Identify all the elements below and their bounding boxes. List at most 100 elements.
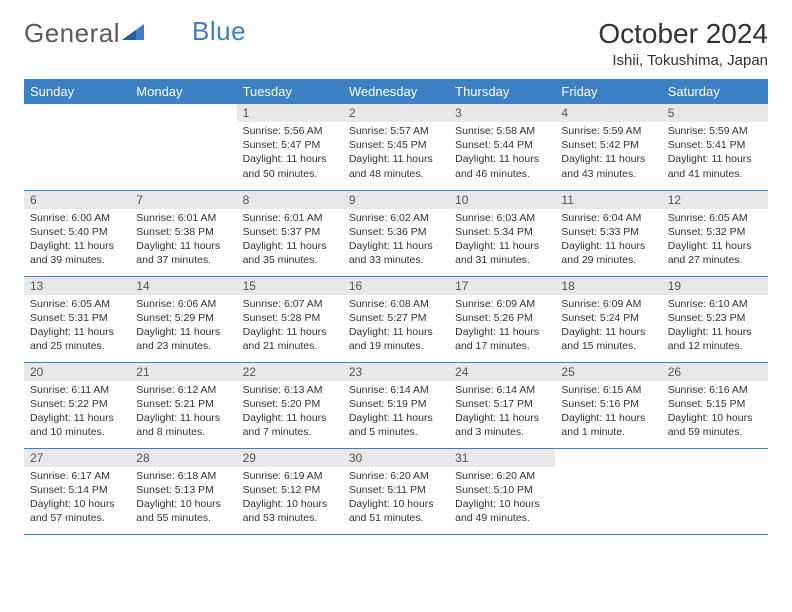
day-details: Sunrise: 6:14 AMSunset: 5:19 PMDaylight:… [343, 381, 449, 444]
calendar-week-row: 13Sunrise: 6:05 AMSunset: 5:31 PMDayligh… [24, 276, 768, 362]
day-details: Sunrise: 6:01 AMSunset: 5:37 PMDaylight:… [237, 209, 343, 272]
day-number: 25 [555, 363, 661, 381]
day-details: Sunrise: 6:10 AMSunset: 5:23 PMDaylight:… [662, 295, 768, 358]
day-details: Sunrise: 6:19 AMSunset: 5:12 PMDaylight:… [237, 467, 343, 530]
calendar-cell [24, 104, 130, 190]
day-details: Sunrise: 6:14 AMSunset: 5:17 PMDaylight:… [449, 381, 555, 444]
day-details: Sunrise: 6:18 AMSunset: 5:13 PMDaylight:… [130, 467, 236, 530]
day-number: 20 [24, 363, 130, 381]
day-details: Sunrise: 5:59 AMSunset: 5:41 PMDaylight:… [662, 122, 768, 185]
calendar-cell: 27Sunrise: 6:17 AMSunset: 5:14 PMDayligh… [24, 448, 130, 534]
col-sunday: Sunday [24, 79, 130, 104]
calendar-cell: 8Sunrise: 6:01 AMSunset: 5:37 PMDaylight… [237, 190, 343, 276]
day-details: Sunrise: 6:00 AMSunset: 5:40 PMDaylight:… [24, 209, 130, 272]
day-details: Sunrise: 6:07 AMSunset: 5:28 PMDaylight:… [237, 295, 343, 358]
location-text: Ishii, Tokushima, Japan [598, 52, 768, 69]
day-number: 16 [343, 277, 449, 295]
calendar-cell: 10Sunrise: 6:03 AMSunset: 5:34 PMDayligh… [449, 190, 555, 276]
calendar-week-row: 27Sunrise: 6:17 AMSunset: 5:14 PMDayligh… [24, 448, 768, 534]
day-number: 24 [449, 363, 555, 381]
col-wednesday: Wednesday [343, 79, 449, 104]
calendar-cell: 31Sunrise: 6:20 AMSunset: 5:10 PMDayligh… [449, 448, 555, 534]
day-details: Sunrise: 6:08 AMSunset: 5:27 PMDaylight:… [343, 295, 449, 358]
calendar-cell: 25Sunrise: 6:15 AMSunset: 5:16 PMDayligh… [555, 362, 661, 448]
calendar-cell: 4Sunrise: 5:59 AMSunset: 5:42 PMDaylight… [555, 104, 661, 190]
logo: General Blue [24, 18, 246, 49]
day-number: 15 [237, 277, 343, 295]
calendar-cell: 19Sunrise: 6:10 AMSunset: 5:23 PMDayligh… [662, 276, 768, 362]
calendar-cell: 28Sunrise: 6:18 AMSunset: 5:13 PMDayligh… [130, 448, 236, 534]
day-details: Sunrise: 6:20 AMSunset: 5:10 PMDaylight:… [449, 467, 555, 530]
day-number: 23 [343, 363, 449, 381]
calendar-week-row: 6Sunrise: 6:00 AMSunset: 5:40 PMDaylight… [24, 190, 768, 276]
day-details: Sunrise: 5:59 AMSunset: 5:42 PMDaylight:… [555, 122, 661, 185]
calendar-cell: 29Sunrise: 6:19 AMSunset: 5:12 PMDayligh… [237, 448, 343, 534]
day-number: 1 [237, 104, 343, 122]
day-details: Sunrise: 6:03 AMSunset: 5:34 PMDaylight:… [449, 209, 555, 272]
page-title: October 2024 [598, 18, 768, 50]
day-number: 28 [130, 449, 236, 467]
day-number: 7 [130, 191, 236, 209]
calendar-cell: 16Sunrise: 6:08 AMSunset: 5:27 PMDayligh… [343, 276, 449, 362]
day-number: 5 [662, 104, 768, 122]
day-number: 30 [343, 449, 449, 467]
calendar-cell [555, 448, 661, 534]
day-details: Sunrise: 6:15 AMSunset: 5:16 PMDaylight:… [555, 381, 661, 444]
day-details: Sunrise: 5:56 AMSunset: 5:47 PMDaylight:… [237, 122, 343, 185]
calendar-cell: 15Sunrise: 6:07 AMSunset: 5:28 PMDayligh… [237, 276, 343, 362]
day-number: 26 [662, 363, 768, 381]
calendar-cell: 3Sunrise: 5:58 AMSunset: 5:44 PMDaylight… [449, 104, 555, 190]
calendar-cell: 2Sunrise: 5:57 AMSunset: 5:45 PMDaylight… [343, 104, 449, 190]
calendar-cell: 21Sunrise: 6:12 AMSunset: 5:21 PMDayligh… [130, 362, 236, 448]
calendar-cell: 7Sunrise: 6:01 AMSunset: 5:38 PMDaylight… [130, 190, 236, 276]
day-number: 3 [449, 104, 555, 122]
logo-text-b: Blue [192, 16, 246, 47]
calendar-cell: 20Sunrise: 6:11 AMSunset: 5:22 PMDayligh… [24, 362, 130, 448]
col-friday: Friday [555, 79, 661, 104]
day-number: 9 [343, 191, 449, 209]
day-number: 6 [24, 191, 130, 209]
day-details: Sunrise: 6:06 AMSunset: 5:29 PMDaylight:… [130, 295, 236, 358]
day-header-row: Sunday Monday Tuesday Wednesday Thursday… [24, 79, 768, 104]
day-number: 8 [237, 191, 343, 209]
calendar-cell: 11Sunrise: 6:04 AMSunset: 5:33 PMDayligh… [555, 190, 661, 276]
col-monday: Monday [130, 79, 236, 104]
day-details: Sunrise: 6:05 AMSunset: 5:31 PMDaylight:… [24, 295, 130, 358]
day-details: Sunrise: 5:58 AMSunset: 5:44 PMDaylight:… [449, 122, 555, 185]
day-number: 13 [24, 277, 130, 295]
day-details: Sunrise: 6:09 AMSunset: 5:26 PMDaylight:… [449, 295, 555, 358]
calendar-cell: 18Sunrise: 6:09 AMSunset: 5:24 PMDayligh… [555, 276, 661, 362]
calendar-cell: 5Sunrise: 5:59 AMSunset: 5:41 PMDaylight… [662, 104, 768, 190]
day-details: Sunrise: 6:20 AMSunset: 5:11 PMDaylight:… [343, 467, 449, 530]
day-details: Sunrise: 6:11 AMSunset: 5:22 PMDaylight:… [24, 381, 130, 444]
day-number: 17 [449, 277, 555, 295]
day-number: 31 [449, 449, 555, 467]
day-details: Sunrise: 6:12 AMSunset: 5:21 PMDaylight:… [130, 381, 236, 444]
day-number: 2 [343, 104, 449, 122]
day-number: 10 [449, 191, 555, 209]
day-number: 21 [130, 363, 236, 381]
day-details: Sunrise: 6:01 AMSunset: 5:38 PMDaylight:… [130, 209, 236, 272]
day-details: Sunrise: 6:16 AMSunset: 5:15 PMDaylight:… [662, 381, 768, 444]
calendar-cell: 22Sunrise: 6:13 AMSunset: 5:20 PMDayligh… [237, 362, 343, 448]
logo-text-a: General [24, 18, 120, 49]
col-thursday: Thursday [449, 79, 555, 104]
calendar-cell: 14Sunrise: 6:06 AMSunset: 5:29 PMDayligh… [130, 276, 236, 362]
header: General Blue October 2024 Ishii, Tokushi… [24, 18, 768, 69]
title-block: October 2024 Ishii, Tokushima, Japan [598, 18, 768, 69]
calendar-table: Sunday Monday Tuesday Wednesday Thursday… [24, 79, 768, 535]
col-tuesday: Tuesday [237, 79, 343, 104]
calendar-cell: 30Sunrise: 6:20 AMSunset: 5:11 PMDayligh… [343, 448, 449, 534]
calendar-cell: 23Sunrise: 6:14 AMSunset: 5:19 PMDayligh… [343, 362, 449, 448]
calendar-cell: 24Sunrise: 6:14 AMSunset: 5:17 PMDayligh… [449, 362, 555, 448]
calendar-cell [130, 104, 236, 190]
day-number: 11 [555, 191, 661, 209]
day-details: Sunrise: 6:05 AMSunset: 5:32 PMDaylight:… [662, 209, 768, 272]
day-number: 4 [555, 104, 661, 122]
calendar-cell [662, 448, 768, 534]
day-number: 12 [662, 191, 768, 209]
day-details: Sunrise: 6:04 AMSunset: 5:33 PMDaylight:… [555, 209, 661, 272]
calendar-cell: 13Sunrise: 6:05 AMSunset: 5:31 PMDayligh… [24, 276, 130, 362]
calendar-week-row: 1Sunrise: 5:56 AMSunset: 5:47 PMDaylight… [24, 104, 768, 190]
calendar-cell: 26Sunrise: 6:16 AMSunset: 5:15 PMDayligh… [662, 362, 768, 448]
